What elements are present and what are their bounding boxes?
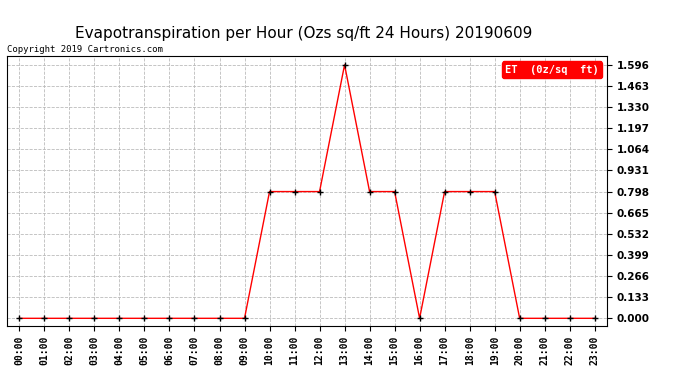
Legend: ET  (0z/sq  ft): ET (0z/sq ft) xyxy=(502,62,602,78)
Text: Evapotranspiration per Hour (Ozs sq/ft 24 Hours) 20190609: Evapotranspiration per Hour (Ozs sq/ft 2… xyxy=(75,26,532,41)
Text: Copyright 2019 Cartronics.com: Copyright 2019 Cartronics.com xyxy=(7,45,163,54)
